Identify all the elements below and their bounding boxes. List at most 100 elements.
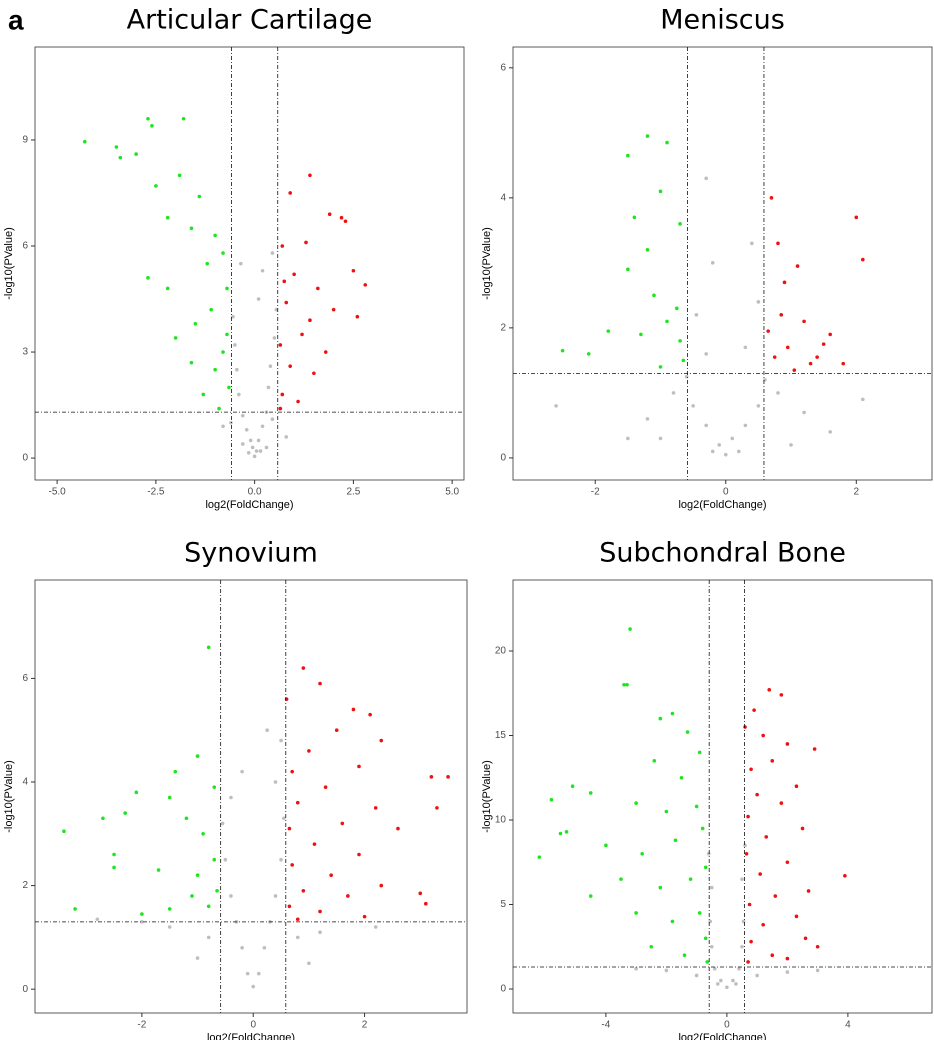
point bbox=[670, 919, 675, 924]
point bbox=[776, 391, 780, 395]
point bbox=[290, 863, 294, 867]
point bbox=[688, 877, 693, 881]
point bbox=[301, 888, 306, 893]
point bbox=[671, 391, 676, 395]
point bbox=[270, 251, 275, 255]
x-tick-label: 5.0 bbox=[445, 487, 459, 498]
point bbox=[205, 261, 210, 266]
point bbox=[588, 791, 593, 795]
point bbox=[362, 914, 367, 919]
chart-title: Synovium bbox=[184, 538, 318, 569]
point bbox=[658, 885, 663, 890]
x-tick-label: 2.5 bbox=[346, 487, 360, 498]
point bbox=[854, 215, 859, 220]
point bbox=[785, 860, 790, 865]
point bbox=[244, 428, 249, 432]
point bbox=[304, 240, 308, 245]
point bbox=[841, 361, 846, 366]
point bbox=[803, 936, 808, 941]
point bbox=[779, 693, 784, 697]
point bbox=[622, 682, 626, 687]
point bbox=[240, 442, 245, 446]
point bbox=[710, 449, 715, 454]
point bbox=[154, 184, 158, 188]
point bbox=[664, 968, 669, 973]
point bbox=[670, 711, 675, 716]
point bbox=[691, 404, 695, 408]
points bbox=[62, 645, 450, 989]
point bbox=[704, 423, 708, 428]
point bbox=[794, 914, 799, 919]
point bbox=[665, 140, 669, 145]
point bbox=[694, 313, 699, 317]
point bbox=[446, 775, 450, 779]
y-axis-label: -log10(PValue) bbox=[481, 760, 493, 833]
point bbox=[284, 300, 289, 305]
point bbox=[288, 364, 292, 368]
point bbox=[272, 336, 277, 340]
point bbox=[301, 666, 306, 670]
point bbox=[134, 790, 139, 795]
point bbox=[346, 894, 350, 898]
y-tick-label: 9 bbox=[22, 135, 28, 146]
point bbox=[351, 707, 356, 712]
point bbox=[357, 852, 361, 857]
point bbox=[318, 930, 322, 935]
point bbox=[828, 430, 832, 434]
panel-label: a bbox=[8, 4, 24, 35]
point bbox=[570, 784, 575, 788]
point bbox=[664, 809, 669, 814]
x-tick-label: 0 bbox=[250, 1020, 256, 1031]
point bbox=[334, 728, 339, 733]
point bbox=[737, 966, 741, 971]
point bbox=[800, 826, 805, 831]
point bbox=[114, 145, 119, 149]
x-axis-label: log2(FoldChange) bbox=[207, 1032, 295, 1040]
point bbox=[197, 194, 202, 199]
point bbox=[201, 831, 205, 836]
point bbox=[246, 450, 251, 455]
point bbox=[312, 371, 316, 376]
x-tick-label: 2 bbox=[854, 487, 860, 498]
point bbox=[785, 970, 790, 974]
point bbox=[284, 697, 289, 701]
point bbox=[717, 443, 722, 447]
y-tick-label: 4 bbox=[22, 777, 28, 788]
point bbox=[373, 925, 378, 929]
point bbox=[564, 830, 569, 834]
point bbox=[262, 945, 267, 950]
point bbox=[229, 420, 233, 425]
point bbox=[190, 894, 194, 898]
x-tick-label: 0 bbox=[724, 1020, 730, 1031]
point bbox=[62, 829, 66, 834]
x-tick-label: -5.0 bbox=[49, 487, 67, 498]
x-tick-label: -2 bbox=[591, 487, 600, 498]
point bbox=[694, 973, 699, 978]
y-tick-label: 2 bbox=[500, 323, 506, 334]
point bbox=[743, 843, 747, 848]
point bbox=[785, 956, 790, 961]
point bbox=[645, 417, 650, 421]
point bbox=[740, 877, 744, 881]
point bbox=[265, 728, 269, 733]
point bbox=[274, 307, 279, 312]
point bbox=[373, 806, 378, 810]
y-tick-label: 4 bbox=[500, 192, 506, 203]
y-tick-label: 6 bbox=[22, 241, 28, 252]
point bbox=[770, 953, 775, 957]
y-tick-label: 6 bbox=[500, 62, 506, 73]
point bbox=[794, 784, 799, 788]
y-tick-label: 5 bbox=[500, 899, 506, 910]
point bbox=[749, 939, 753, 944]
point bbox=[652, 293, 656, 298]
point bbox=[694, 804, 699, 809]
point bbox=[549, 797, 554, 802]
point bbox=[626, 267, 630, 272]
point bbox=[658, 716, 663, 721]
point bbox=[723, 452, 728, 457]
point bbox=[167, 907, 172, 911]
point bbox=[429, 775, 434, 779]
point bbox=[740, 944, 744, 949]
point bbox=[254, 449, 259, 453]
